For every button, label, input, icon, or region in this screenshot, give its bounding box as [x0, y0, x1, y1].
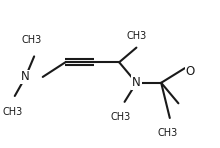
Text: CH3: CH3 — [22, 35, 42, 45]
Text: N: N — [21, 70, 30, 83]
Text: N: N — [132, 76, 141, 89]
Text: O: O — [186, 65, 195, 78]
Text: CH3: CH3 — [2, 107, 23, 117]
Text: CH3: CH3 — [126, 31, 147, 41]
Text: CH3: CH3 — [158, 128, 178, 138]
Text: CH3: CH3 — [110, 111, 130, 122]
